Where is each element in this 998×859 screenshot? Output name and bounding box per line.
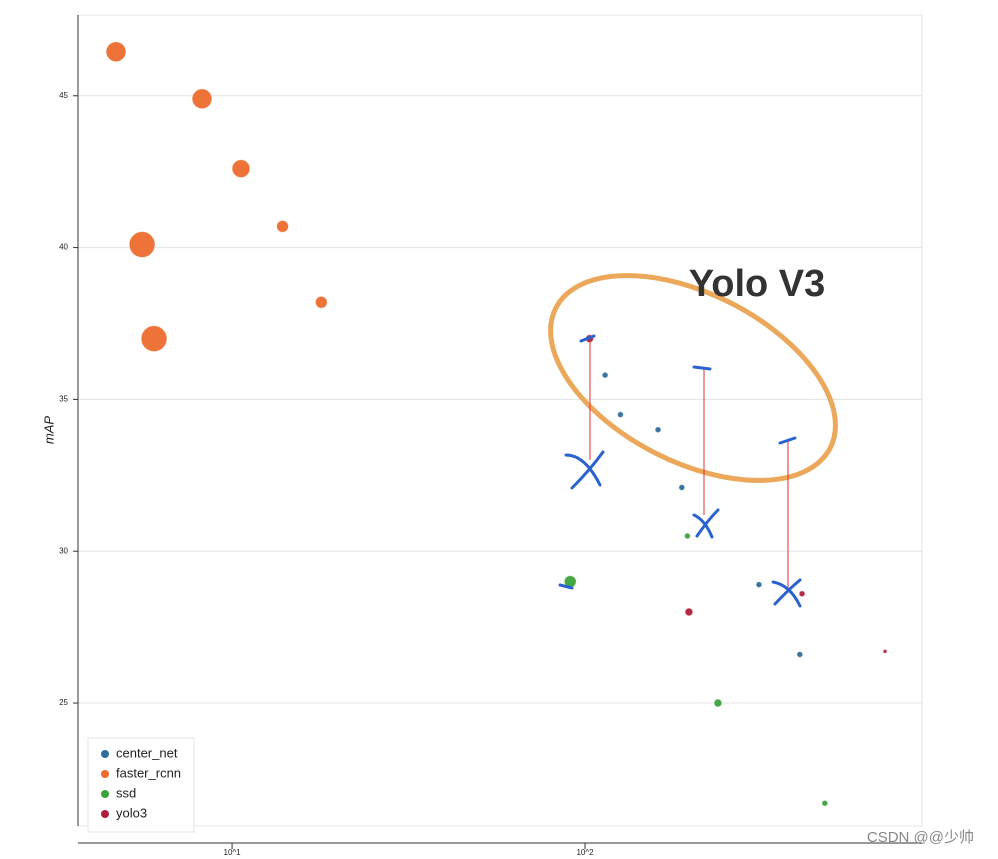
point [882, 648, 888, 654]
point [314, 295, 328, 309]
legend-label: yolo3 [116, 805, 147, 820]
ellipse [548, 273, 838, 483]
y-tick-label: 45 [59, 91, 68, 100]
point [798, 590, 806, 598]
y-axis-label: mAP [41, 416, 56, 445]
annotation-drawing: Yolo V3 [548, 263, 838, 608]
point [796, 650, 804, 658]
scribbles [558, 334, 802, 608]
plot-area [77, 14, 923, 827]
y-tick-label: 40 [59, 243, 68, 252]
legend-label: ssd [116, 785, 136, 800]
point [601, 371, 609, 379]
point [191, 88, 213, 110]
point [140, 325, 168, 353]
legend-marker [101, 810, 109, 818]
y-tick-label: 25 [59, 698, 68, 707]
watermark: CSDN @@少帅 [867, 829, 974, 846]
legend-label: center_net [116, 745, 178, 760]
x-tick-label: 10^1 [224, 848, 242, 857]
points [105, 41, 888, 807]
y-tick-label: 30 [59, 546, 68, 555]
point [755, 581, 763, 589]
point [128, 231, 156, 259]
legend-marker [101, 750, 109, 758]
point [654, 426, 662, 434]
point [231, 159, 251, 179]
point [616, 411, 624, 419]
legend-marker [101, 770, 109, 778]
x-tick-label: 10^2 [576, 848, 594, 857]
point [105, 41, 127, 63]
point [684, 607, 694, 617]
point [683, 532, 691, 540]
y-tick-label: 35 [59, 395, 68, 404]
point [713, 698, 723, 708]
point [821, 799, 829, 807]
legend-marker [101, 790, 109, 798]
annotation: Yolo V3 [689, 263, 826, 305]
legend-label: faster_rcnn [116, 765, 181, 780]
point [678, 483, 686, 491]
grid [78, 95, 922, 704]
point [276, 219, 290, 233]
